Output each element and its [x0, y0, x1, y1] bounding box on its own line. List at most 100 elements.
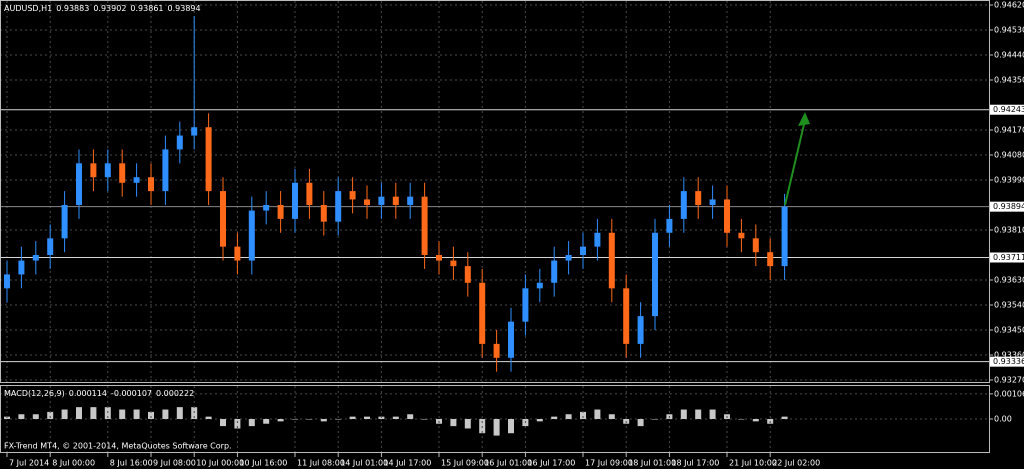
candle-body: [335, 191, 342, 222]
main-frame: [0, 0, 990, 383]
candle-body: [464, 266, 471, 283]
macd-bar: [551, 416, 558, 419]
macd-bar: [709, 409, 716, 419]
candle-body: [594, 232, 601, 247]
y-tick-label: 0.93990: [994, 176, 1024, 185]
macd-bar: [464, 419, 471, 429]
chart-header: AUDUSD,H1 0.93883 0.93902 0.93861 0.93894: [4, 4, 201, 13]
candle-body: [119, 163, 126, 183]
macd-bar: [335, 419, 342, 420]
candle-body: [133, 177, 140, 183]
x-tick-label: 10 Jul 00:00: [196, 459, 244, 468]
macd-bar: [320, 419, 327, 422]
macd-bar: [32, 414, 39, 419]
x-tick-label: 9 Jul 08:00: [153, 459, 196, 468]
macd-reading: 0.000114: [69, 389, 107, 398]
candle-body: [61, 205, 68, 239]
candle-body: [551, 260, 558, 283]
macd-bar: [220, 419, 226, 427]
candle-body: [767, 252, 774, 267]
candle-body: [104, 163, 111, 178]
macd-bar: [205, 416, 212, 419]
macd-bar: [263, 419, 270, 424]
forecast-arrow: [784, 119, 806, 206]
macd-bar: [608, 414, 615, 419]
candle-body: [4, 274, 10, 289]
macd-bar: [61, 409, 68, 419]
y-tick-label: 0.00: [994, 415, 1012, 424]
x-tick-label: 21 Jul 10:00: [729, 459, 777, 468]
x-tick-label: 16 Jul 17:00: [527, 459, 575, 468]
candle-body: [493, 343, 500, 358]
candle-body: [508, 321, 514, 358]
symbol: AUDUSD,H1: [4, 4, 52, 13]
y-tick-label: 0.94530: [994, 26, 1024, 35]
macd-bar: [565, 414, 572, 419]
quote-low: 0.93861: [130, 4, 163, 13]
macd-bar: [234, 419, 241, 429]
y-tick-label: 0.94350: [994, 76, 1024, 85]
macd-bar: [594, 409, 601, 419]
macd-bar: [580, 411, 586, 419]
candle-body: [479, 282, 486, 344]
candle-body: [781, 206, 788, 267]
level-label-box: [990, 104, 1024, 115]
macd-bar: [104, 407, 111, 419]
x-tick-label: 22 Jul 02:00: [772, 459, 820, 468]
candle-body: [450, 260, 457, 267]
candle-body: [76, 163, 82, 205]
macd-bar: [18, 414, 25, 419]
y-tick-label: 0.93540: [994, 301, 1024, 310]
candle-body: [292, 182, 298, 219]
candle-body: [176, 135, 183, 150]
candle-body: [234, 246, 241, 261]
candle-body: [364, 199, 370, 205]
candle-body: [392, 196, 399, 205]
macd-reading: -0.000107: [111, 389, 152, 398]
macd-reading: 0.000222: [156, 389, 194, 398]
candle-body: [18, 260, 25, 275]
candle-body: [306, 182, 313, 205]
macd-bar: [248, 419, 255, 427]
x-tick-label: 16 Jul 01:00: [484, 459, 532, 468]
price-label: 0.93894: [993, 202, 1024, 211]
candle-body: [191, 127, 198, 136]
y-tick-label: 0.94080: [994, 151, 1024, 160]
candle-body: [580, 246, 586, 255]
x-tick-label: 11 Jul 08:00: [297, 459, 345, 468]
candle-body: [205, 127, 212, 192]
macd-bar: [349, 416, 356, 419]
x-tick-label: 14 Jul 17:00: [383, 459, 431, 468]
candle-body: [536, 282, 543, 289]
macd-bar: [148, 411, 154, 419]
macd-bar: [90, 407, 97, 419]
y-tick-label: 0.93810: [994, 226, 1024, 235]
level-label: 0.93711: [993, 253, 1024, 262]
macd-bar: [364, 416, 370, 419]
macd-bar: [781, 416, 788, 419]
x-tick-label: 14 Jul 01:00: [340, 459, 388, 468]
macd-bar: [508, 419, 514, 434]
level-label: 0.93336: [993, 357, 1024, 366]
x-tick-label: 15 Jul 09:00: [441, 459, 489, 468]
candle-body: [637, 316, 644, 344]
quote-open: 0.93883: [56, 4, 89, 13]
candle-body: [263, 205, 270, 211]
candle-body: [709, 199, 716, 205]
macd-bar: [680, 409, 687, 419]
candle-body: [738, 232, 745, 239]
macd-bar: [133, 409, 140, 419]
macd-bar: [47, 411, 54, 419]
y-tick-label: 0.94440: [994, 51, 1024, 60]
level-label-box: [990, 356, 1024, 367]
candle-body: [220, 191, 226, 247]
price-label-box: [990, 201, 1024, 212]
macd-bar: [421, 419, 428, 420]
x-tick-label: 8 Jul 16:00: [110, 459, 153, 468]
macd-bar: [76, 407, 82, 419]
x-tick-label: 8 Jul 00:00: [52, 459, 95, 468]
macd-bar: [292, 419, 298, 420]
